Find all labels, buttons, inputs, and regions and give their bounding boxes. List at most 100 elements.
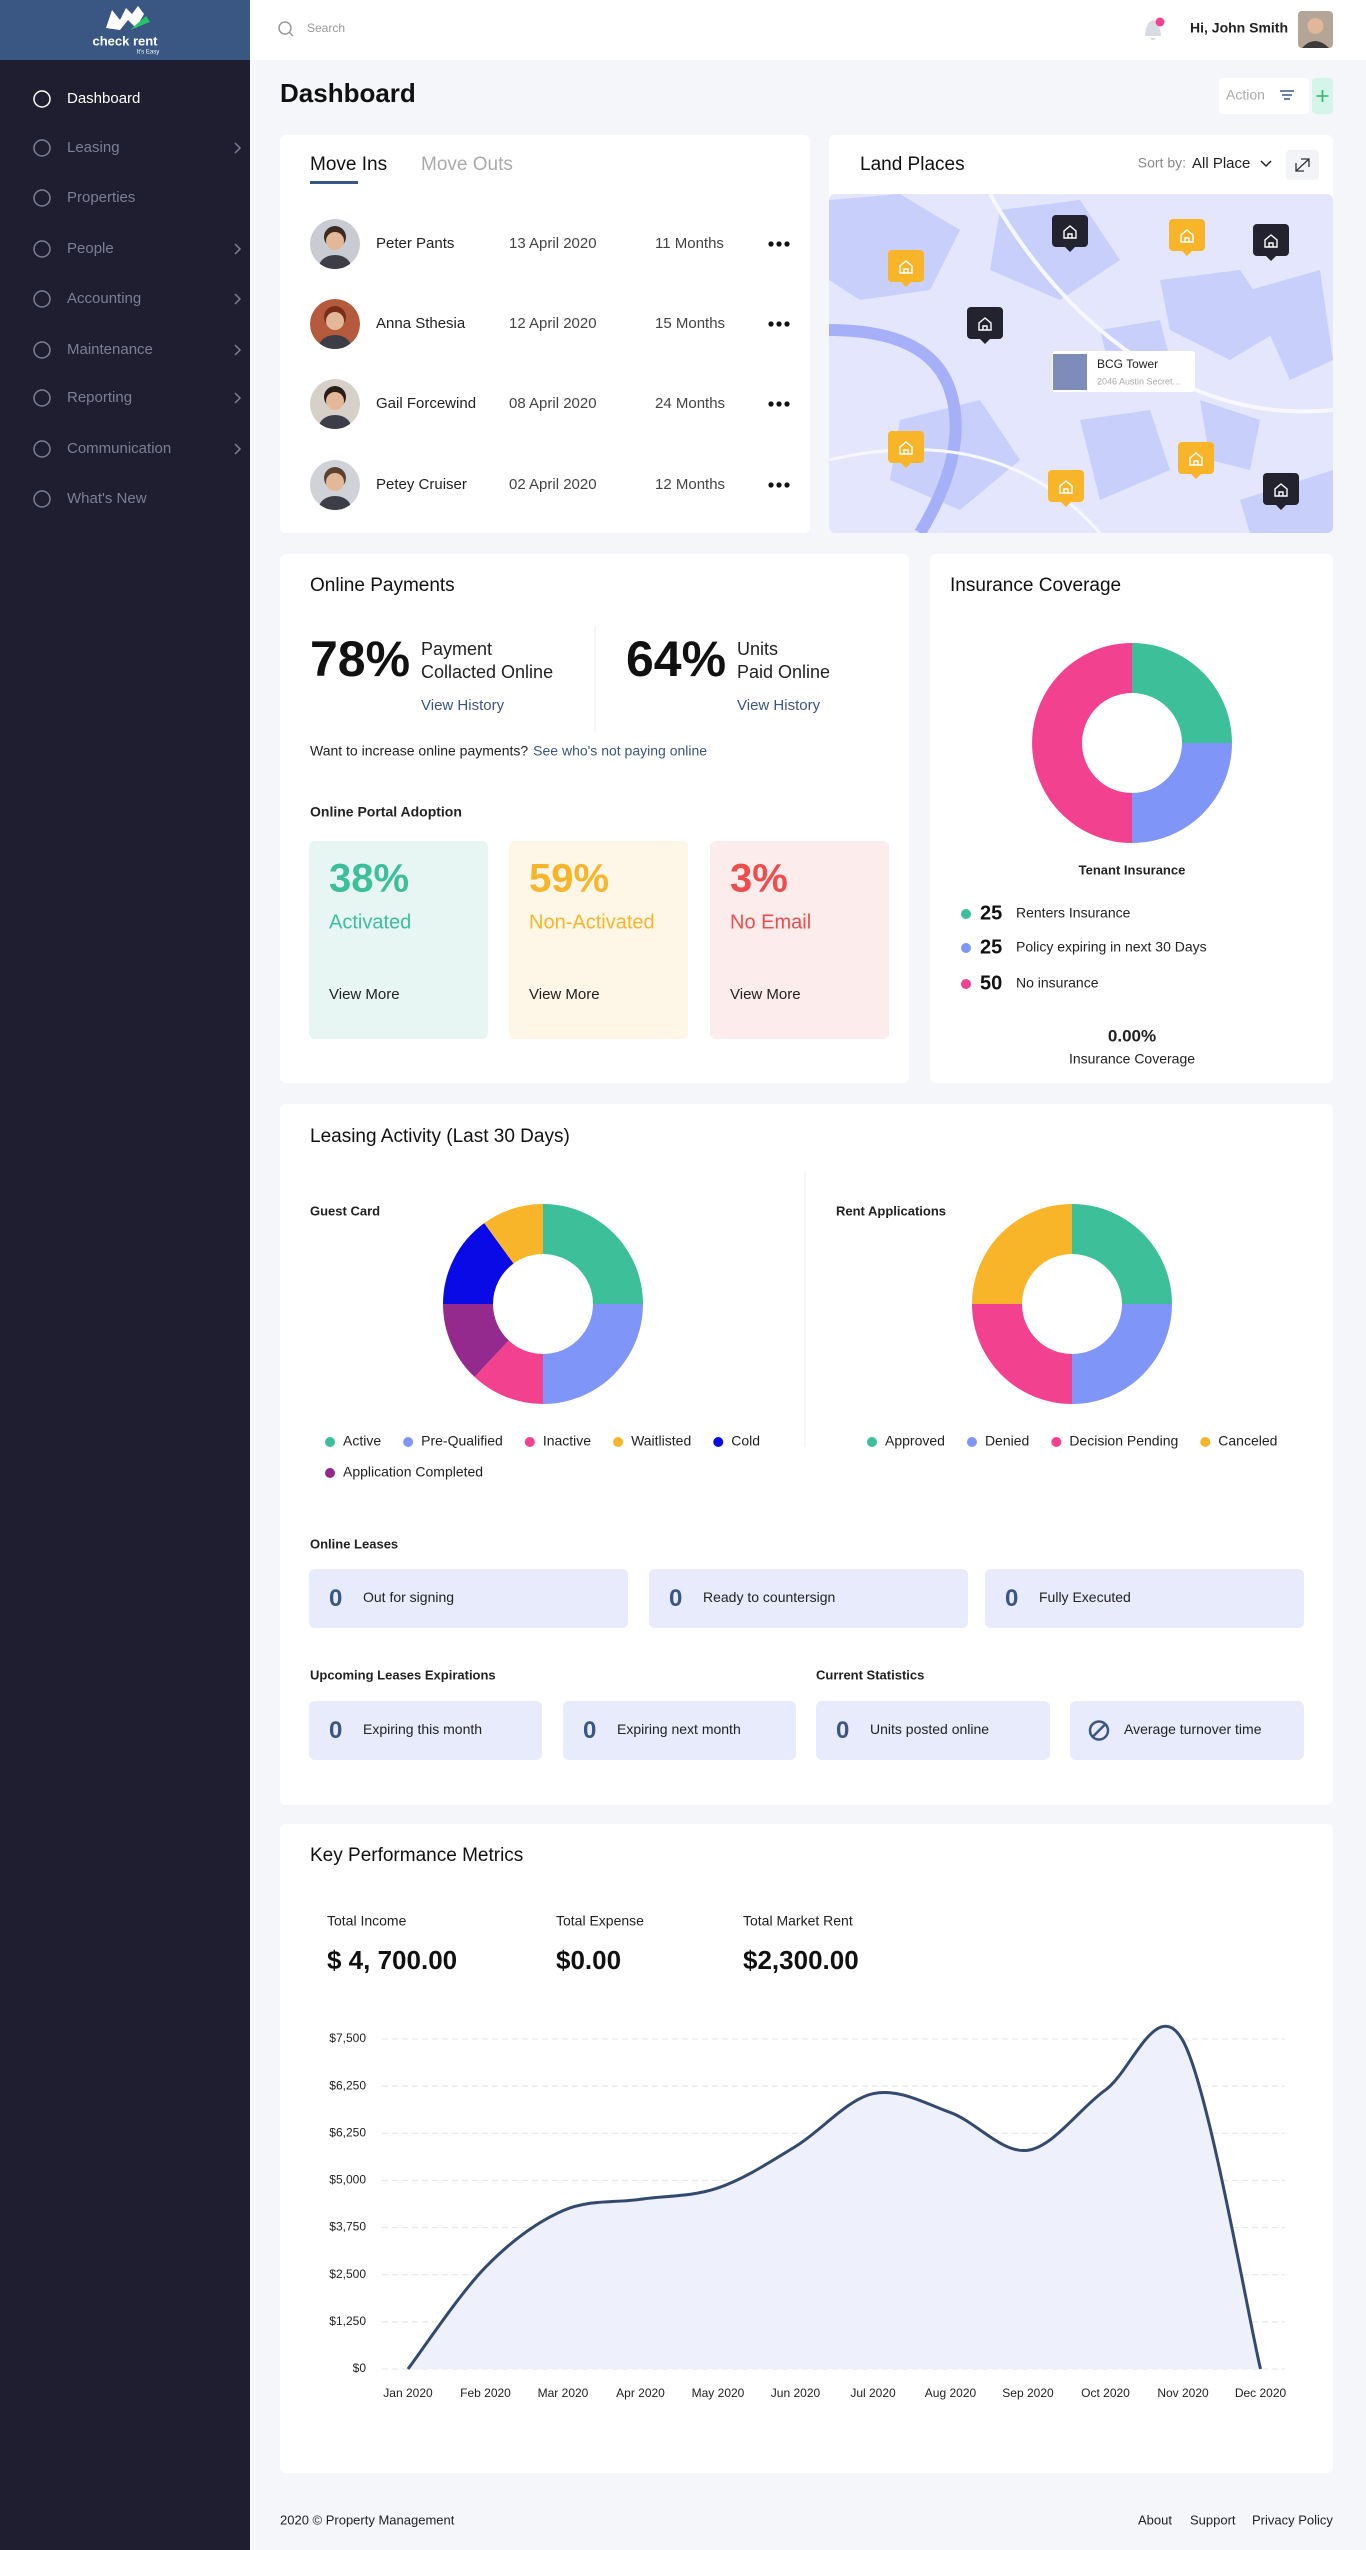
chart-title: Guest Card [310,1203,380,1218]
action-button[interactable] [1219,78,1309,114]
move-date: 02 April 2020 [509,476,597,493]
view-more-link[interactable]: View More [730,986,801,1003]
legend-dot [524,1437,535,1447]
view-more-link[interactable]: View More [529,986,600,1003]
menu-icon [33,240,51,258]
lease-term: 12 Months [655,476,725,493]
more-dot[interactable] [784,321,790,327]
map-pin[interactable] [1169,219,1205,251]
sort-chevron [1260,160,1272,168]
tab[interactable]: Move Ins [310,154,387,175]
menu-item[interactable]: Accounting [67,290,141,307]
view-history-link[interactable]: View History [421,697,505,714]
legend-dot [961,979,971,989]
stat-box[interactable] [309,1569,628,1628]
expand-icon [1295,158,1310,172]
map-block [829,194,960,300]
sort-value[interactable]: All Place [1192,155,1250,172]
map-pin[interactable] [1052,215,1088,247]
x-tick-label: Oct 2020 [1081,2386,1130,2400]
footer-link[interactable]: Support [1190,2512,1236,2527]
menu-chevron [234,443,242,455]
footer-link[interactable]: Privacy Policy [1252,2512,1333,2527]
menu-item[interactable]: Reporting [67,389,132,406]
payment-label: Payment [421,639,492,659]
stat-box[interactable] [816,1701,1050,1760]
search-icon [278,21,292,35]
view-history-link[interactable]: View History [737,697,821,714]
map-pin[interactable] [888,431,924,463]
map-pin-pointer [1191,474,1201,479]
search-input[interactable]: Search [307,21,345,35]
stat-label: Units posted online [870,1721,989,1737]
legend-dot [966,1437,977,1447]
logo-tagline: It's Easy [137,50,160,56]
stat-box[interactable] [649,1569,968,1628]
more-dot[interactable] [776,321,782,327]
sort-label: Sort by: [1138,155,1186,171]
legend-label: Application Completed [343,1464,483,1480]
more-dot[interactable] [776,401,782,407]
menu-item[interactable]: Leasing [67,139,120,156]
menu-item[interactable]: What's New [67,490,147,507]
menu-item[interactable]: Properties [67,189,135,206]
card-title: Key Performance Metrics [310,1845,523,1866]
donut-slice [543,1304,643,1404]
x-tick-label: Dec 2020 [1235,2386,1287,2400]
more-dot[interactable] [784,482,790,488]
map-pin-pointer [1065,247,1075,252]
more-dot[interactable] [784,241,790,247]
more-dot[interactable] [768,241,774,247]
avatar [310,379,360,429]
payment-prompt: Want to increase online payments? [310,743,528,759]
payment-prompt-link[interactable]: See who's not paying online [533,743,707,759]
menu-item[interactable]: Communication [67,440,171,457]
adoption-label: No Email [730,911,811,933]
menu-item[interactable]: People [67,240,114,257]
stat-label: Fully Executed [1039,1589,1131,1605]
y-tick-label: $6,250 [329,2125,366,2139]
donut-slice [1072,1304,1172,1404]
map-pin-house [1274,483,1288,497]
donut-slice [543,1204,643,1304]
menu-icon [33,440,51,458]
adoption-box [710,841,889,1039]
legend-label: Inactive [543,1433,591,1449]
menu-item[interactable]: Maintenance [67,341,153,358]
menu-icon [33,139,51,157]
leasing-card [280,1104,1333,1805]
map-pin[interactable] [1178,442,1214,474]
stat-box[interactable] [1070,1701,1304,1760]
map-pin-pointer [1182,251,1192,256]
map-pin[interactable] [1048,470,1084,502]
adoption-value: 38% [329,857,409,901]
legend-dot [961,943,971,953]
more-dot[interactable] [768,321,774,327]
map-pin[interactable] [888,250,924,282]
user-avatar-head [1307,18,1324,34]
stat-box[interactable] [985,1569,1304,1628]
stat-box[interactable] [309,1701,542,1760]
legend-dot [713,1437,724,1447]
more-dot[interactable] [776,482,782,488]
more-dot[interactable] [776,241,782,247]
footer-link[interactable]: About [1138,2512,1172,2527]
tab[interactable]: Move Outs [421,154,513,175]
card-title: Land Places [860,154,965,175]
map-pin[interactable] [967,307,1003,339]
donut-slice [484,1204,543,1264]
avatar-body [319,496,351,510]
map-pin[interactable] [1263,473,1299,505]
legend-dot [403,1437,414,1447]
menu-item[interactable]: Dashboard [67,90,140,107]
stat-box[interactable] [563,1701,796,1760]
user-greeting[interactable]: Hi, John Smith [1190,20,1288,36]
legend-label: Denied [985,1433,1029,1449]
more-dot[interactable] [768,401,774,407]
map-pin[interactable] [1253,224,1289,256]
more-dot[interactable] [784,401,790,407]
view-more-link[interactable]: View More [329,986,400,1003]
payment-label: Paid Online [737,662,830,682]
more-dot[interactable] [768,482,774,488]
